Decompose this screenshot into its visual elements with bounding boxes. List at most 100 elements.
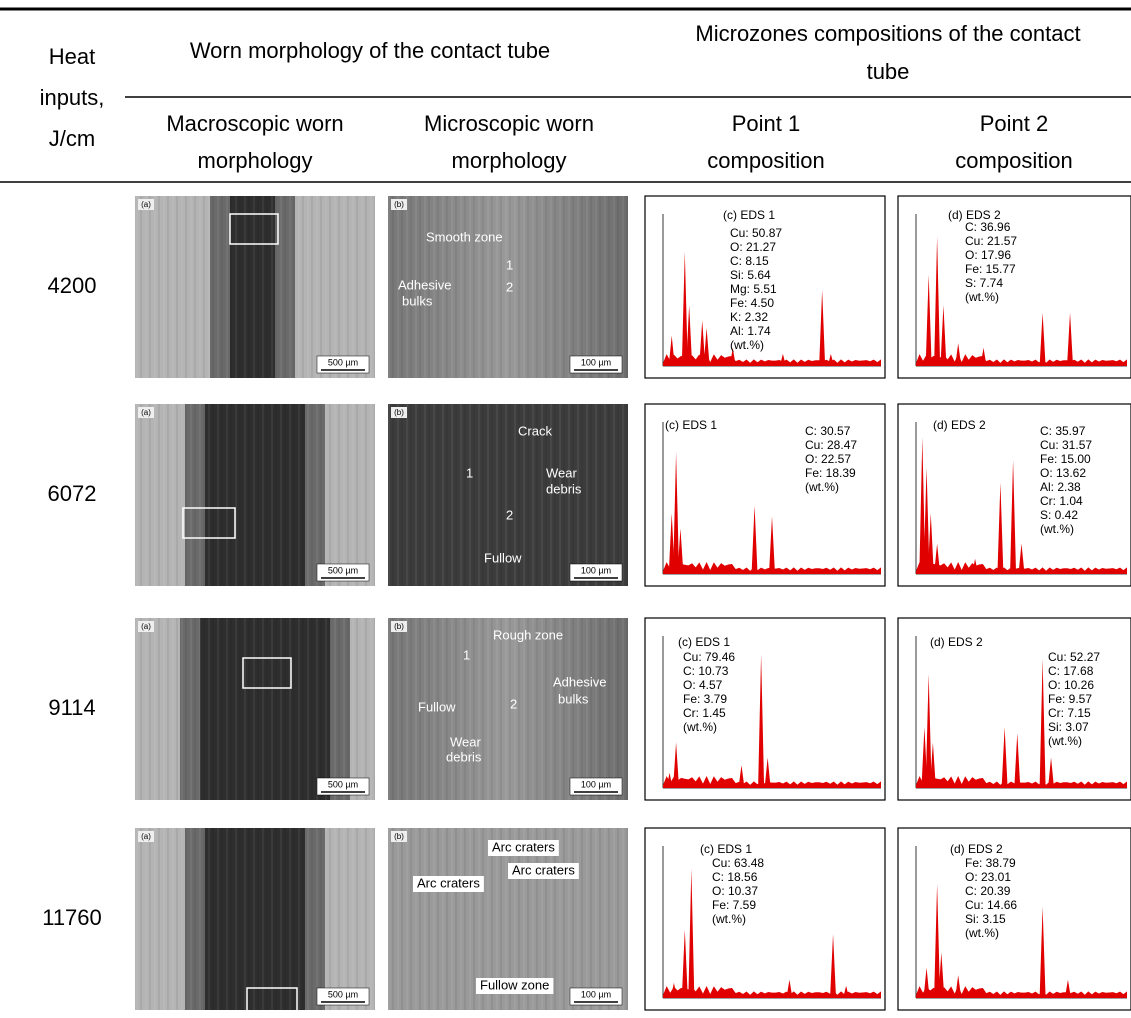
composition: O: 10.26 [1048, 678, 1094, 692]
composition: (wt.%) [965, 926, 999, 940]
column-header: Point 2 [980, 111, 1049, 136]
region-marker [229, 213, 279, 245]
panel-tag-box [138, 199, 154, 210]
eds-peak [940, 305, 947, 366]
scale-label: 100 µm [581, 357, 611, 367]
eds-peak [681, 252, 688, 366]
eds-title: (d) EDS 2 [948, 208, 1001, 222]
texture [135, 196, 375, 378]
panel-tag-box [138, 407, 154, 418]
composition: C: 17.68 [1048, 664, 1094, 678]
column-header: morphology [452, 148, 567, 173]
composition: O: 21.27 [730, 240, 776, 254]
eds-peak [972, 558, 979, 574]
eds-frame [897, 617, 1131, 801]
scale-bar-box [569, 355, 623, 374]
composition: Al: 1.74 [730, 324, 771, 338]
eds-frame [897, 195, 1131, 379]
annotation: Arc craters [512, 862, 575, 877]
eds-background [916, 986, 1127, 998]
eds-peak [955, 975, 962, 998]
header-text: J/cm [49, 126, 95, 151]
composition: (wt.%) [805, 480, 839, 494]
annotation-box [476, 978, 554, 994]
panel-tag-box [138, 621, 154, 632]
composition: Si: 5.64 [730, 268, 771, 282]
composition: Fe: 18.39 [805, 466, 856, 480]
region-marker [242, 657, 292, 689]
annotation-box [508, 863, 579, 879]
texture [135, 828, 375, 1010]
column-header: Microscopic worn [424, 111, 594, 136]
eds-peak [699, 320, 706, 366]
composition: (wt.%) [683, 720, 717, 734]
eds-frame [644, 827, 886, 1011]
heat-input: 11760 [42, 905, 102, 930]
composition: Cu: 63.48 [712, 856, 764, 870]
composition: Cu: 50.87 [730, 226, 782, 240]
eds-peak [1039, 312, 1046, 366]
scale-bar-box [569, 777, 623, 796]
annotation: Wear [450, 734, 481, 749]
composition: C: 10.73 [683, 664, 729, 678]
panel-tag: (a) [141, 832, 151, 841]
eds-peak [666, 772, 673, 788]
heat-input: 6072 [48, 481, 97, 506]
annotation: Crack [518, 423, 552, 438]
scale-bar-box [316, 563, 370, 582]
column-header: composition [707, 148, 824, 173]
annotation: 2 [506, 507, 513, 522]
composition: Cu: 31.57 [1040, 438, 1092, 452]
eds-peak [758, 654, 765, 788]
composition: C: 20.39 [965, 884, 1011, 898]
eds-peak [934, 543, 941, 574]
eds-peak [1039, 658, 1046, 788]
eds-background [663, 354, 881, 366]
composition: (wt.%) [730, 338, 764, 352]
eds-peak [934, 884, 941, 998]
eds-peak [1018, 543, 1025, 574]
panel-tag-box [391, 831, 407, 842]
composition: S: 7.74 [965, 276, 1003, 290]
annotation: Arc craters [417, 875, 480, 890]
eds-peak [843, 985, 850, 998]
annotation: Arc craters [492, 839, 555, 854]
composition: O: 13.62 [1040, 466, 1086, 480]
composition: (wt.%) [712, 912, 746, 926]
region-marker [246, 987, 298, 1018]
annotation: bulks [558, 691, 589, 706]
eds-peak [686, 305, 693, 366]
composition: Si: 3.07 [1048, 720, 1089, 734]
eds-peak [703, 328, 710, 366]
eds-peak [673, 742, 680, 788]
annotation: Fullow [418, 699, 456, 714]
header-text: inputs, [40, 85, 105, 110]
annotation: Fullow zone [480, 977, 549, 992]
texture [135, 618, 375, 800]
composition: Cu: 21.57 [965, 234, 1017, 248]
eds-title: (d) EDS 2 [933, 418, 986, 432]
composition: S: 0.42 [1040, 508, 1078, 522]
eds-peak [725, 780, 732, 788]
scale-bar-box [316, 777, 370, 796]
annotation: Wear [546, 465, 577, 480]
scale-bar-box [569, 563, 623, 582]
eds-peak [688, 868, 695, 998]
eds-peak [1014, 733, 1021, 788]
annotation: debris [446, 749, 482, 764]
eds-background [663, 776, 881, 788]
panel-tag: (b) [394, 200, 404, 209]
composition: Cu: 28.47 [805, 438, 857, 452]
header-text: tube [867, 59, 910, 84]
header-text: Worn morphology of the contact tube [190, 38, 550, 63]
annotation: Fullow [484, 550, 522, 565]
eds-peak [997, 482, 1004, 574]
scale-label: 100 µm [581, 779, 611, 789]
eds-peak [668, 513, 675, 574]
eds-peak [738, 765, 745, 788]
composition: C: 35.97 [1040, 424, 1086, 438]
composition: (wt.%) [1048, 734, 1082, 748]
eds-peak [830, 934, 837, 998]
annotation: Adhesive [553, 674, 606, 689]
panel-tag: (b) [394, 408, 404, 417]
